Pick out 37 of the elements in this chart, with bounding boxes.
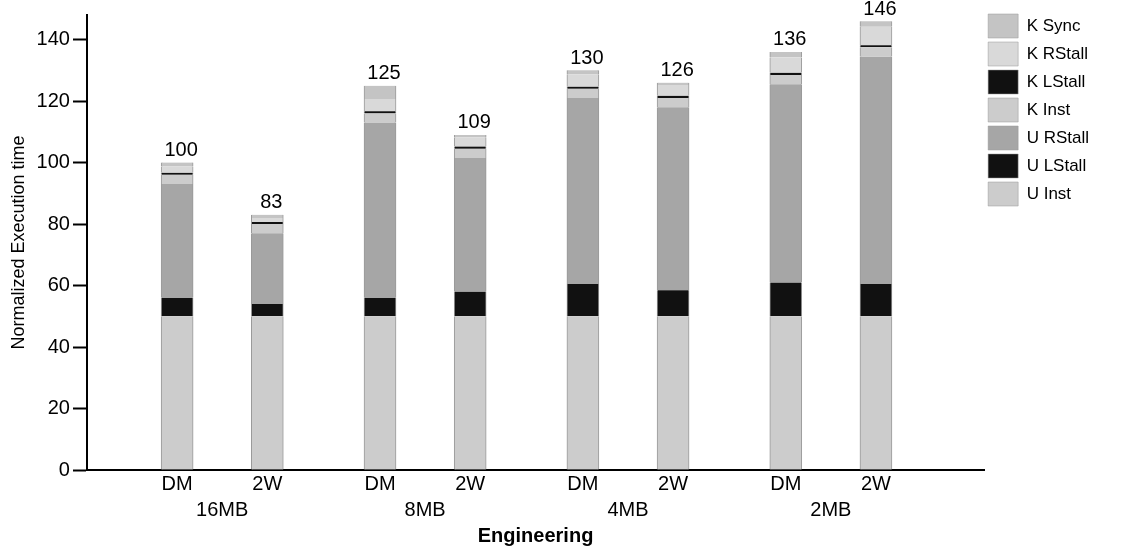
text: 16MB (196, 497, 249, 520)
legend-label: K LStall (1026, 71, 1086, 91)
x-axis-title: Engineering (477, 523, 594, 546)
legend-label: K Sync (1026, 15, 1082, 35)
total-label: 146 (863, 0, 897, 19)
x-tick-label: 2W (860, 471, 892, 494)
x-tick-label: DM (161, 471, 193, 494)
legend-label: K RStall (1026, 43, 1089, 63)
total-label: 109 (457, 110, 491, 133)
x-tick-label: 2W (658, 471, 689, 494)
legend-label: K Inst (1026, 99, 1071, 119)
x-tick-label: DM (770, 471, 802, 494)
text: 2MB (810, 497, 852, 520)
legend-label: U RStall (1026, 127, 1090, 147)
x-tick-label: DM (567, 471, 599, 494)
legend-label: U LStall (1026, 155, 1087, 175)
y-tick-label: 140 (36, 27, 70, 50)
y-tick-label: 120 (36, 88, 70, 111)
y-tick-label: 20 (47, 396, 70, 419)
total-label: 126 (660, 58, 694, 81)
y-tick-label: 40 (47, 334, 70, 357)
text: 8MB (404, 497, 446, 520)
total-label: 130 (570, 45, 604, 68)
y-tick-label: 60 (47, 273, 70, 296)
total-label: 136 (773, 27, 807, 50)
legend-label: U Inst (1026, 183, 1072, 203)
total-label: 83 (260, 190, 283, 213)
total-label: 100 (164, 138, 198, 161)
x-tick-label: DM (364, 471, 396, 494)
x-tick-label: 2W (252, 471, 283, 494)
y-tick-label: 0 (58, 457, 70, 480)
y-tick-label: 80 (47, 211, 70, 234)
y-axis-title: Normalized Execution time (7, 135, 28, 350)
total-label: 125 (367, 61, 401, 84)
text: 4MB (607, 497, 649, 520)
x-tick-label: 2W (455, 471, 486, 494)
y-tick-label: 100 (36, 150, 70, 173)
